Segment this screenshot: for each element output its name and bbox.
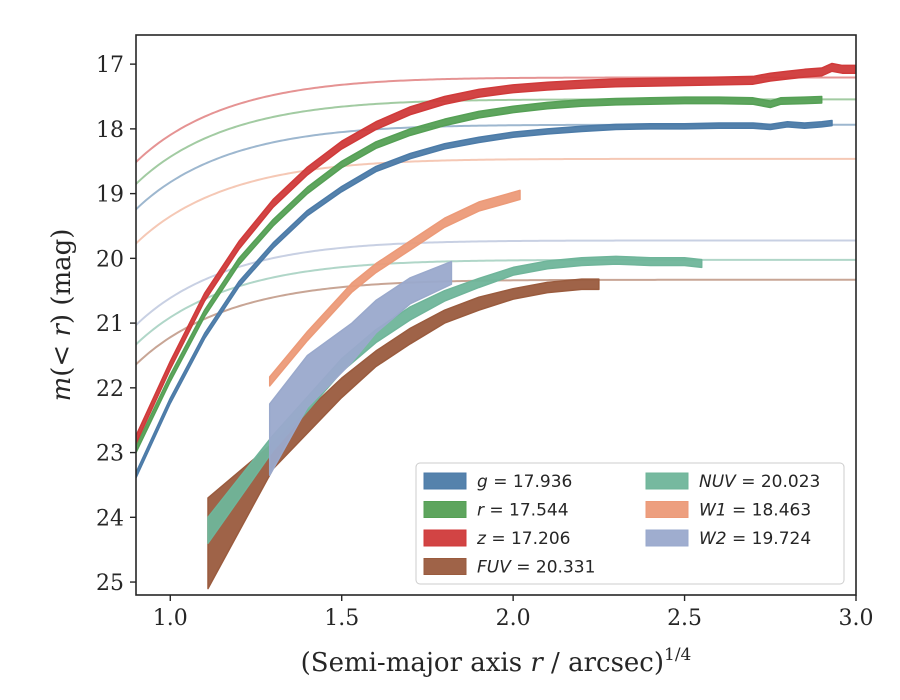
x-tick-label: 2.0 [496, 606, 531, 631]
legend-items: g = 17.936 r = 17.544 z = 17.206 FUV = 20.3… [423, 472, 820, 578]
x-tick-label: 3.0 [839, 606, 874, 631]
legend-swatch-nuv [645, 472, 689, 490]
legend: g = 17.936 r = 17.544 z = 17.206 FUV = 20.3… [415, 462, 845, 585]
x-tick-label: 1.0 [153, 606, 188, 631]
legend-label-w2: W2 = 19.724 [699, 529, 811, 549]
data-band-w1 [268, 189, 521, 387]
model-curve-w1 [136, 157, 856, 245]
y-tick-label: 24 [96, 506, 124, 531]
legend-swatch-w1 [645, 501, 689, 518]
data-band-z [136, 62, 856, 445]
legend-label-w1: W1 = 18.463 [699, 501, 811, 521]
legend-swatch-r [423, 501, 467, 518]
data-bands [136, 62, 856, 590]
y-tick-label: 17 [96, 53, 124, 78]
legend-swatch-w2 [645, 529, 689, 547]
legend-label-z: z = 17.206 [476, 529, 570, 549]
x-tick-label: 1.5 [324, 606, 359, 631]
data-band-g [136, 119, 833, 479]
legend-box [415, 462, 845, 585]
y-tick-label: 21 [96, 312, 124, 337]
model-curve-w2 [136, 239, 856, 327]
y-tick-label: 19 [96, 183, 124, 208]
y-tick-label: 22 [96, 377, 124, 402]
x-axis-ticks: 1.0 1.5 2.0 2.5 3.0 [153, 595, 874, 631]
x-tick-label: 2.5 [667, 606, 702, 631]
legend-swatch-z [423, 529, 467, 547]
y-axis-label: m(< r) (mag) [47, 229, 77, 402]
model-curves [136, 76, 856, 366]
x-axis-label: (Semi-major axis r / arcsec)1/4 [301, 645, 692, 678]
y-tick-label: 25 [96, 571, 124, 596]
legend-label-g: g = 17.936 [477, 472, 572, 492]
legend-swatch-g [423, 472, 467, 490]
legend-label-r: r = 17.544 [477, 501, 569, 521]
model-curve-nuv [136, 258, 856, 346]
y-tick-label: 23 [96, 442, 124, 467]
y-axis-ticks: 17 18 19 20 21 22 23 24 25 [96, 53, 136, 596]
legend-label-nuv: NUV = 20.023 [699, 472, 820, 492]
y-tick-label: 18 [96, 118, 124, 143]
data-band-r [136, 95, 823, 454]
legend-label-fuv: FUV = 20.331 [477, 558, 595, 578]
data-band-w2 [268, 260, 453, 476]
legend-swatch-fuv [423, 558, 467, 575]
plot-frame [135, 34, 857, 596]
y-tick-label: 20 [96, 247, 124, 272]
